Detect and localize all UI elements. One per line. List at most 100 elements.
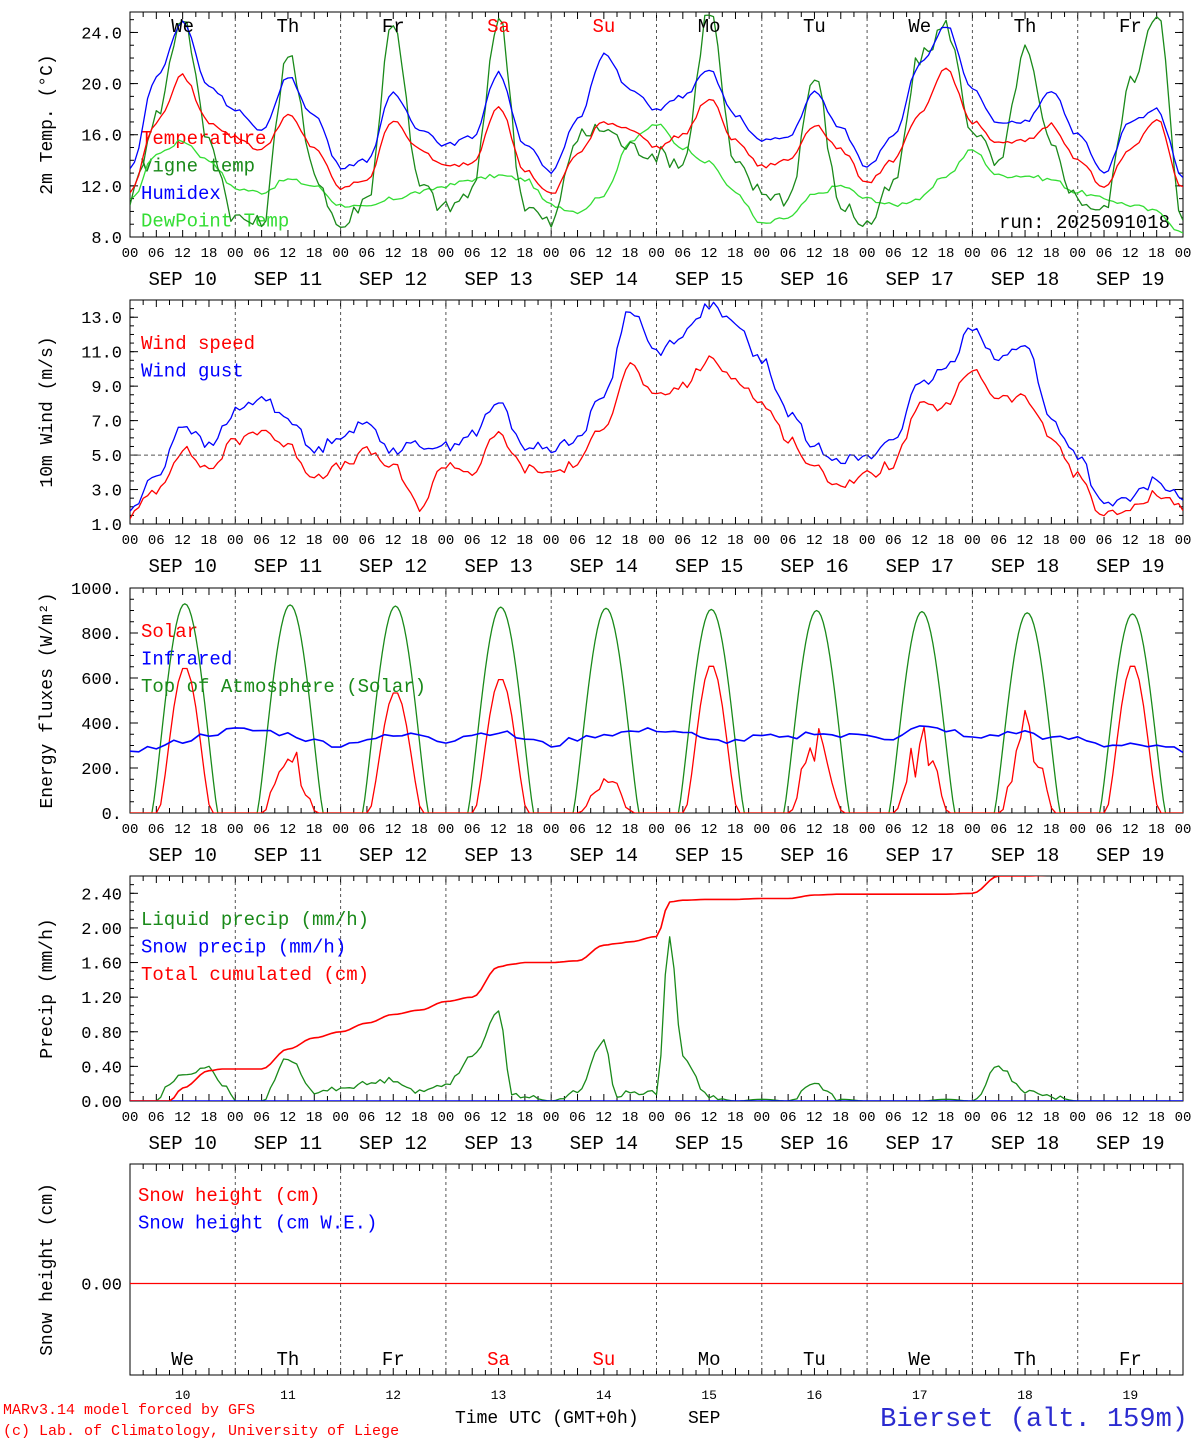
x-hour-label: 18 [1148,533,1165,549]
x-date-label: SEP 15 [675,1133,743,1155]
day-name-label: Fr [1119,16,1142,38]
y-tick-label: 2.00 [81,921,122,940]
footer-credit-line1: MARv3.14 model forced by GFS [3,1402,255,1419]
x-date-label: SEP 17 [886,1133,954,1155]
day-name-label: Su [592,16,615,38]
x-hour-label: 18 [411,246,428,262]
x-hour-label: 06 [674,246,691,262]
y-tick-label: 1.0 [91,517,122,536]
x-hour-label: 18 [622,822,639,838]
x-hour-label: 12 [701,246,718,262]
toa-solar-curve [867,610,973,813]
x-hour-label: 18 [516,533,533,549]
x-hour-label: 12 [174,822,191,838]
x-hour-label: 18 [622,533,639,549]
y-tick-label: 0. [102,806,122,825]
x-hour-label: 00 [753,246,770,262]
x-hour-label: 12 [385,822,402,838]
series-line-humidex [130,20,1183,179]
x-hour-label: 00 [1069,533,1086,549]
y-tick-label: 2.40 [81,886,122,905]
x-hour-label: 00 [648,822,665,838]
y-tick-label: 0.40 [81,1059,122,1078]
x-date-label: SEP 12 [359,1133,427,1155]
x-hour-label: 12 [490,822,507,838]
x-hour-label: 12 [806,533,823,549]
x-hour-label: 18 [1148,822,1165,838]
x-hour-label: 06 [569,246,586,262]
panel-5: 0.00 Snow height (cm) Snow height (cm) Snow… [38,1163,1184,1403]
x-hour-label: 00 [648,246,665,262]
day-number-label: 10 [175,1388,191,1403]
x-hour-label: 00 [122,1110,139,1126]
panel-3: 0. 200. 400. 600. 800. 1000. Energy fluxes (W/… [38,581,1191,867]
legend-item: Liquid precip (mm/h) [141,909,369,931]
x-hour-label: 12 [1122,822,1139,838]
x-hour-label: 06 [990,1110,1007,1126]
y-tick-label: 13.0 [81,310,122,329]
x-hour-label: 12 [806,822,823,838]
y-axis-label: 10m Wind (m/s) [38,336,58,487]
y-axis-label: 2m Temp. (°C) [38,54,58,194]
x-hour-label: 18 [727,246,744,262]
x-date-label: SEP 19 [1096,556,1164,578]
x-hour-label: 12 [1122,1110,1139,1126]
x-date-label: SEP 18 [991,1133,1059,1155]
x-hour-label: 12 [174,533,191,549]
y-tick-label: 800. [81,626,122,645]
x-hour-label: 00 [122,533,139,549]
x-date-label: SEP 13 [464,556,532,578]
x-date-label: SEP 19 [1096,269,1164,291]
y-tick-label: 5.0 [91,448,122,467]
x-hour-label: 00 [543,1110,560,1126]
x-date-label: SEP 16 [780,269,848,291]
series-line-temperature [130,67,1183,194]
footer-credit-line2: (c) Lab. of Climatology, University of L… [3,1423,399,1440]
x-hour-label: 12 [806,246,823,262]
x-hour-label: 18 [516,1110,533,1126]
x-hour-label: 00 [753,1110,770,1126]
x-hour-label: 06 [253,1110,270,1126]
x-hour-label: 18 [516,246,533,262]
toa-solar-curve [551,607,657,813]
x-hour-label: 12 [490,1110,507,1126]
day-name-label: We [171,1349,194,1371]
toa-solar-curve [445,606,552,813]
solar-curve [761,728,868,813]
y-tick-label: 7.0 [91,414,122,433]
panel-4: 0.00 0.40 0.80 1.20 1.60 2.00 2.40 Precip (mm/h… [38,875,1191,1155]
y-tick-label: 9.0 [91,379,122,398]
x-date-label: SEP 16 [780,845,848,867]
y-tick-label: 1.20 [81,990,122,1009]
x-hour-label: 06 [148,822,165,838]
x-hour-label: 18 [727,1110,744,1126]
x-hour-label: 06 [990,246,1007,262]
x-hour-label: 00 [1175,533,1192,549]
series-line-vigne-temp [130,14,1183,228]
day-name-label: We [908,1349,931,1371]
x-hour-label: 06 [1096,1110,1113,1126]
toa-solar-curve [130,603,236,813]
x-date-label: SEP 12 [359,556,427,578]
x-date-label: SEP 13 [464,1133,532,1155]
x-hour-label: 00 [753,533,770,549]
toa-solar-curve [972,612,1078,813]
plot-area [130,14,1183,234]
x-hour-label: 12 [490,533,507,549]
legend-item: Total cumulated (cm) [141,964,369,986]
x-date-label: SEP 19 [1096,845,1164,867]
x-hour-label: 06 [1096,822,1113,838]
x-hour-label: 00 [1175,246,1192,262]
legend-item: Snow height (cm) [138,1185,320,1207]
x-hour-label: 00 [437,533,454,549]
x-hour-label: 12 [701,822,718,838]
plot-area [130,603,1183,813]
y-tick-label: 11.0 [81,345,122,364]
series-line-wind-gust [130,301,1183,512]
x-hour-label: 00 [227,822,244,838]
x-hour-label: 00 [859,822,876,838]
day-number-label: 15 [701,1388,717,1403]
day-number-label: 17 [912,1388,928,1403]
x-hour-label: 00 [964,1110,981,1126]
